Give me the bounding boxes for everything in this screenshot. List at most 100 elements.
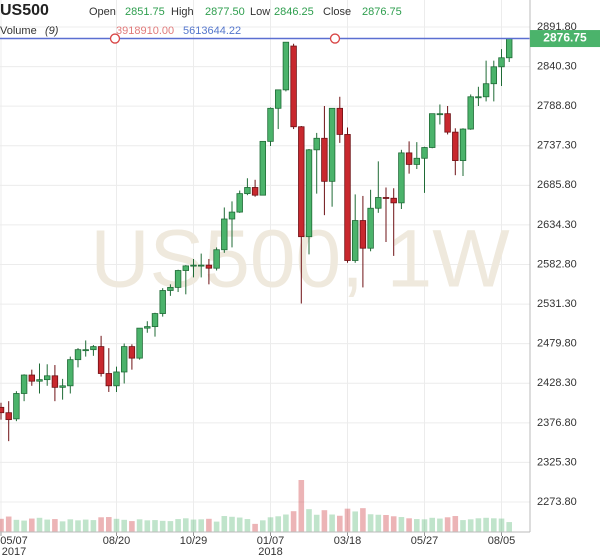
x-tick-label: 05/07 xyxy=(0,535,28,547)
candle-body xyxy=(336,107,343,135)
candle-body xyxy=(282,41,290,91)
candle-body xyxy=(74,349,82,361)
candle-body xyxy=(313,137,320,151)
volume-bar xyxy=(460,520,466,532)
candle-body xyxy=(59,385,66,388)
volume-bar xyxy=(90,520,97,532)
volume-bar xyxy=(421,519,428,532)
last-price-label: 2876.75 xyxy=(543,31,587,45)
candle-body xyxy=(113,371,120,387)
candle-body xyxy=(305,149,313,238)
candle-body xyxy=(190,264,197,267)
volume-bar xyxy=(344,508,351,532)
candle-body xyxy=(221,218,228,251)
y-tick-label: 2428.30 xyxy=(537,377,577,389)
x-tick-label: 08/05 xyxy=(488,535,516,547)
volume-bar xyxy=(244,519,251,532)
candle-body xyxy=(167,287,174,291)
volume-bar xyxy=(260,520,266,532)
candle-body xyxy=(436,113,444,116)
candle-body xyxy=(13,393,20,420)
line-handle[interactable] xyxy=(329,33,341,44)
candle-body xyxy=(467,96,474,130)
volume-bar xyxy=(383,515,389,532)
close-label: Close xyxy=(323,6,351,18)
volume-bar xyxy=(298,480,305,532)
volume-bar xyxy=(198,519,204,532)
volume-bar xyxy=(390,516,397,532)
candle-body xyxy=(174,270,182,288)
open-value: 2851.75 xyxy=(125,6,165,18)
last-price-box xyxy=(530,30,600,48)
volume-bar xyxy=(360,508,366,532)
candle-body xyxy=(351,220,359,261)
x-tick-label: 05/27 xyxy=(411,535,439,547)
volume-bar xyxy=(29,518,35,532)
volume-bar xyxy=(452,516,459,532)
y-tick-label: 2582.80 xyxy=(537,258,577,270)
y-tick-label: 2840.30 xyxy=(537,60,577,72)
volume-title: Volume xyxy=(0,25,37,37)
candle-body xyxy=(182,265,189,271)
volume-bar xyxy=(329,514,335,532)
volume-bar xyxy=(82,519,89,532)
candle-body xyxy=(382,197,390,199)
line-handle[interactable] xyxy=(109,33,121,44)
x-tick-label: 03/18 xyxy=(334,535,362,547)
candle-body xyxy=(251,187,259,196)
symbol: US500 xyxy=(0,2,49,19)
open-label: Open xyxy=(89,6,116,18)
candle-body xyxy=(44,375,51,381)
candle-body xyxy=(328,107,336,182)
volume-bar xyxy=(129,521,135,532)
candle-body xyxy=(505,38,513,59)
candle-body xyxy=(128,346,136,359)
volume-bar xyxy=(44,519,50,532)
candle-body xyxy=(20,374,28,394)
volume-bar xyxy=(167,521,174,532)
volume-bar xyxy=(398,517,405,532)
volume-bar xyxy=(498,518,505,532)
marks xyxy=(0,37,513,536)
volume-bar xyxy=(136,519,143,532)
volume-bar xyxy=(75,520,81,532)
volume-bar xyxy=(206,518,212,532)
candle-body xyxy=(144,326,151,329)
candle-body xyxy=(121,346,128,373)
candle-body xyxy=(105,373,112,387)
y-tick-label: 2634.30 xyxy=(537,219,577,231)
volume-bar xyxy=(0,518,4,532)
candle-body xyxy=(359,220,367,249)
volume-bar xyxy=(313,514,320,532)
candle-body xyxy=(490,66,497,85)
candle-body xyxy=(274,89,282,109)
candle-body xyxy=(51,375,59,388)
candle-body xyxy=(82,349,89,352)
candle-body xyxy=(344,134,351,261)
candle-body xyxy=(236,193,243,213)
candle-body xyxy=(259,140,266,196)
candle-body xyxy=(136,327,143,359)
candle-body xyxy=(228,211,236,220)
y-tick-label: 2788.80 xyxy=(537,100,577,112)
volume-ma: 5613644.22 xyxy=(183,25,241,37)
volume-bar xyxy=(113,518,120,532)
x-tick-label: 10/29 xyxy=(180,535,208,547)
candle-body xyxy=(475,96,482,99)
volume-bar xyxy=(406,518,412,532)
volume-bar xyxy=(375,514,382,532)
candle-body xyxy=(67,359,74,387)
candle-body xyxy=(36,379,43,382)
low-value: 2846.25 xyxy=(274,6,314,18)
volume-bar xyxy=(221,516,228,532)
candle-body xyxy=(390,197,397,204)
volume-bar xyxy=(283,514,289,532)
candle-body xyxy=(398,152,405,204)
candle-body xyxy=(28,374,35,382)
y-tick-label: 2531.30 xyxy=(537,298,577,310)
candle-body xyxy=(244,187,251,195)
candle-body xyxy=(151,313,159,328)
candle-body xyxy=(498,57,505,68)
volume-length: (9) xyxy=(45,25,59,37)
